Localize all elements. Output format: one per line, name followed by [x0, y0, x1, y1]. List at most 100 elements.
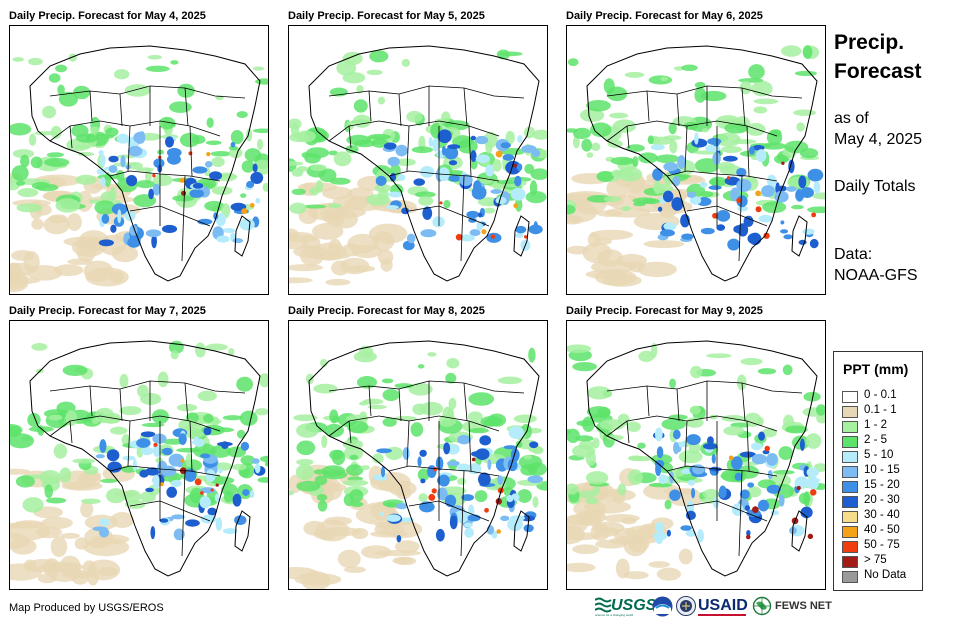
legend: PPT (mm) 0 - 0.1 0.1 - 1 1 - 2 2 - 5 5 - 10 1…	[833, 351, 923, 591]
legend-label: 5 - 10	[864, 449, 894, 461]
country-border	[676, 86, 746, 127]
country-border	[408, 500, 490, 522]
country-border	[408, 205, 490, 227]
country-border	[716, 470, 743, 557]
country-border	[398, 86, 468, 127]
legend-swatch	[842, 421, 858, 433]
panel-title: Daily Precip. Forecast for May 6, 2025	[566, 10, 763, 22]
title-line-2: Forecast	[834, 60, 922, 83]
map-frame	[288, 320, 548, 590]
legend-label: 40 - 50	[864, 524, 900, 536]
precip-field	[567, 343, 825, 581]
fews-net-wordmark: FEWS NET	[775, 600, 832, 612]
panel-title: Daily Precip. Forecast for May 4, 2025	[9, 10, 206, 22]
country-border	[129, 205, 211, 227]
as-of-label: as of	[834, 110, 869, 127]
map-frame	[9, 25, 269, 295]
africa-outline	[29, 340, 261, 577]
africa-map	[289, 45, 547, 286]
africa-map	[567, 45, 825, 287]
country-border	[119, 381, 189, 422]
madagascar-outline	[791, 510, 808, 552]
country-border	[438, 470, 465, 557]
country-border	[626, 385, 650, 444]
legend-label: 30 - 40	[864, 509, 900, 521]
legend-swatch	[842, 391, 858, 403]
africa-outline	[586, 45, 818, 282]
africa-map	[567, 340, 825, 581]
country-border	[398, 381, 468, 422]
precip-field	[10, 53, 268, 293]
legend-label: > 75	[864, 554, 887, 566]
africa-outline	[29, 45, 261, 282]
legend-swatch	[842, 496, 858, 508]
country-border	[406, 420, 472, 472]
legend-swatch	[842, 511, 858, 523]
legend-label: No Data	[864, 569, 907, 581]
legend-swatch	[842, 541, 858, 553]
country-border	[716, 175, 743, 262]
africa-outline	[586, 340, 818, 577]
forecast-title: Precip. Forecast	[834, 28, 922, 86]
precip-field	[289, 345, 547, 589]
country-border	[69, 90, 93, 149]
africa-outline	[308, 340, 540, 577]
country-border	[684, 125, 750, 177]
country-border	[127, 125, 193, 177]
as-of-value: May 4, 2025	[834, 131, 923, 148]
country-border	[686, 500, 768, 522]
map-frame	[566, 25, 826, 295]
legend-label: 20 - 30	[864, 494, 900, 506]
usgs-logo: USGS science for a changing world	[594, 596, 656, 618]
legend-swatch	[842, 571, 858, 583]
credit-text: Map Produced by USGS/EROS	[9, 602, 164, 614]
title-line-1: Precip.	[834, 31, 905, 54]
country-border	[606, 380, 803, 394]
usaid-wordmark: USAID	[698, 597, 748, 614]
legend-swatch	[842, 451, 858, 463]
legend-label: 0.1 - 1	[864, 404, 897, 416]
country-border	[438, 175, 465, 262]
daily-totals-label: Daily Totals	[834, 178, 916, 195]
country-border	[159, 175, 186, 262]
country-border	[127, 420, 193, 472]
usgs-tagline: science for a changing world	[595, 613, 634, 617]
legend-swatch	[842, 436, 858, 448]
madagascar-outline	[234, 215, 251, 257]
madagascar-outline	[513, 215, 530, 257]
map-frame	[566, 320, 826, 590]
precip-field	[289, 49, 547, 286]
legend-label: 10 - 15	[864, 464, 900, 476]
usgs-logo-mark	[594, 597, 612, 613]
map-frame	[288, 25, 548, 295]
panel-title: Daily Precip. Forecast for May 7, 2025	[9, 305, 206, 317]
legend-label: 50 - 75	[864, 539, 900, 551]
precip-field	[567, 45, 825, 287]
map-frame	[9, 320, 269, 590]
country-border	[69, 385, 93, 444]
fews-net-logo: FEWS NET	[752, 596, 832, 618]
dept-commerce-seal-icon	[676, 596, 696, 618]
country-border	[626, 90, 650, 149]
legend-label: 15 - 20	[864, 479, 900, 491]
africa-outline	[308, 45, 540, 282]
usgs-wordmark: USGS	[611, 597, 657, 614]
country-border	[348, 90, 372, 149]
as-of-date: as of May 4, 2025	[834, 108, 922, 150]
data-source: Data: NOAA-GFS	[834, 244, 918, 286]
legend-label: 1 - 2	[864, 419, 888, 431]
legend-title: PPT (mm)	[843, 361, 909, 377]
legend-swatch	[842, 481, 858, 493]
panel-title: Daily Precip. Forecast for May 9, 2025	[566, 305, 763, 317]
country-border	[129, 500, 211, 522]
noaa-logo-icon	[652, 596, 673, 618]
country-border	[159, 470, 186, 557]
globe-icon	[752, 596, 772, 616]
country-border	[686, 205, 768, 227]
madagascar-outline	[791, 215, 808, 257]
country-border	[119, 86, 189, 127]
precip-field	[10, 340, 268, 586]
panel-title: Daily Precip. Forecast for May 8, 2025	[288, 305, 485, 317]
africa-map	[10, 340, 268, 586]
country-border	[406, 125, 472, 177]
